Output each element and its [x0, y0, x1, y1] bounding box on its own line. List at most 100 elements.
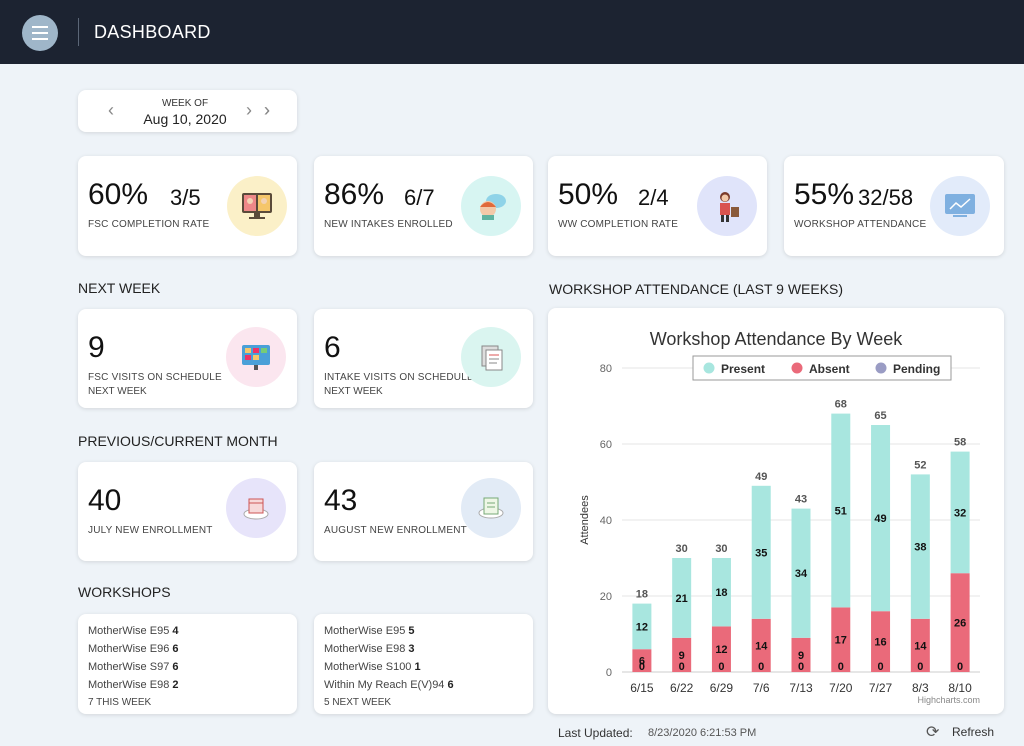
stat-label: NEW INTAKES ENROLLED — [324, 219, 453, 230]
stat-label: FSC COMPLETION RATE — [88, 219, 210, 230]
stat-value: 43 — [324, 484, 358, 517]
header-divider — [78, 18, 79, 46]
bar-total-label: 49 — [755, 471, 767, 483]
attendance-chart-card: Workshop Attendance By Week 0 20 40 60 80 Atte… — [548, 308, 1004, 714]
bar-present — [950, 451, 970, 574]
bar-label-absent: 14 — [755, 640, 768, 652]
presentation-screen-icon — [930, 176, 990, 236]
stat-label: AUGUST NEW ENROLLMENT — [324, 525, 467, 536]
bar-absent — [950, 573, 970, 672]
bar-label-present: 35 — [755, 547, 767, 559]
stat-card-july-enrollment: 40 JULY NEW ENROLLMENT — [78, 462, 297, 561]
x-tick-label: 8/10 — [948, 681, 972, 695]
last-updated-label: Last Updated: — [558, 726, 633, 740]
workshop-name: MotherWise E95 — [88, 625, 173, 637]
bar-label-pending: 0 — [917, 661, 923, 673]
bar-label-present: 34 — [795, 568, 808, 580]
workshop-item: MotherWise E96 6 — [88, 640, 179, 658]
bar-label-pending: 0 — [679, 661, 685, 673]
bar-label-absent: 17 — [835, 635, 847, 647]
bar-present — [791, 508, 811, 638]
refresh-button[interactable]: Refresh — [952, 725, 995, 739]
bar-label-pending: 0 — [838, 661, 844, 673]
section-title-next-week: NEXT WEEK — [78, 280, 161, 296]
bar-absent — [791, 637, 811, 672]
bar-label-absent: 26 — [954, 618, 966, 630]
bar-total-label: 52 — [914, 459, 926, 471]
workshop-item: MotherWise S97 6 — [88, 658, 179, 676]
stat-label: FSC VISITS ON SCHEDULE — [88, 372, 222, 383]
section-title-workshops: WORKSHOPS — [78, 584, 171, 600]
y-tick-label: 40 — [600, 515, 612, 527]
top-bar: DASHBOARD — [0, 0, 1024, 64]
chart-credit: Highcharts.com — [917, 695, 980, 705]
stat-card-new-intakes: 86% 6/7 NEW INTAKES ENROLLED — [314, 156, 533, 256]
bar-absent — [831, 607, 851, 672]
workshop-count: 5 — [408, 625, 415, 637]
workshop-item: MotherWise E98 3 — [324, 640, 454, 658]
bar-total-label: 68 — [835, 399, 847, 411]
workshop-count: 2 — [172, 679, 179, 691]
stat-card-intake-visits: 6 INTAKE VISITS ON SCHEDULE NEXT WEEK — [314, 309, 533, 408]
y-tick-label: 80 — [600, 363, 612, 375]
workshop-count: 4 — [172, 625, 179, 637]
x-tick-label: 6/22 — [670, 681, 694, 695]
document-cloud-icon — [461, 478, 521, 538]
workshop-name: MotherWise S97 — [88, 661, 173, 673]
stat-card-ww-completion: 50% 2/4 WW COMPLETION RATE — [548, 156, 767, 256]
y-tick-label: 60 — [600, 439, 612, 451]
bar-present — [871, 425, 891, 612]
stat-sublabel: NEXT WEEK — [324, 386, 383, 397]
workshop-name: MotherWise E96 — [88, 643, 173, 655]
week-date: Aug 10, 2020 — [143, 111, 227, 127]
week-label: WEEK OF — [161, 98, 209, 109]
bar-label-absent: 12 — [715, 644, 727, 656]
workshop-count: 6 — [172, 643, 179, 655]
workshop-item: MotherWise S100 1 — [324, 658, 454, 676]
workshop-item: Within My Reach E(V)94 6 — [324, 676, 454, 694]
refresh-icon[interactable]: ⟳ — [926, 724, 940, 741]
bar-total-label: 65 — [874, 410, 886, 422]
chevron-left-icon[interactable]: ‹ — [108, 100, 114, 120]
bar-label-present: 18 — [715, 587, 727, 599]
stat-label: INTAKE VISITS ON SCHEDULE — [324, 372, 474, 383]
bar-absent — [871, 611, 891, 672]
workshop-count: 6 — [172, 661, 179, 673]
workshop-item: MotherWise E95 5 — [324, 622, 454, 640]
workshop-name: Within My Reach E(V)94 — [324, 679, 448, 691]
x-tick-label: 7/6 — [753, 681, 770, 695]
x-tick-label: 8/3 — [912, 681, 929, 695]
bar-total-label: 30 — [676, 543, 688, 555]
workshops-next-week-list: MotherWise E95 5 MotherWise E98 3 MotherWi… — [324, 622, 454, 712]
workshop-footer: 7 THIS WEEK — [88, 697, 152, 708]
stat-value: 9 — [88, 331, 105, 364]
x-tick-label: 7/13 — [789, 681, 813, 695]
stat-percent: 86% — [324, 178, 385, 211]
bar-label-pending: 0 — [798, 661, 804, 673]
bar-present — [672, 558, 692, 638]
workshop-name: MotherWise E98 — [324, 643, 409, 655]
bar-absent — [910, 618, 930, 672]
hamburger-menu-button[interactable] — [22, 15, 58, 51]
bar-label-pending: 0 — [877, 661, 883, 673]
family-computer-icon — [227, 176, 287, 236]
workshop-count: 6 — [447, 679, 454, 691]
calendar-cloud-icon — [226, 478, 286, 538]
bar-label-present: 21 — [676, 593, 688, 605]
y-tick-label: 20 — [600, 591, 612, 603]
legend-label: Present — [721, 362, 765, 376]
stat-fraction: 32/58 — [858, 185, 914, 210]
bar-absent — [751, 618, 771, 672]
bar-label-present: 12 — [636, 621, 648, 633]
stat-value: 40 — [88, 484, 122, 517]
bar-label-present: 38 — [914, 542, 926, 554]
chevron-right-icon[interactable]: › — [246, 100, 252, 120]
bar-present — [632, 603, 652, 650]
stat-fraction: 3/5 — [170, 185, 201, 210]
bar-label-pending: 0 — [639, 661, 645, 673]
workshop-count: 1 — [414, 661, 421, 673]
bar-total-label: 30 — [715, 543, 727, 555]
stat-fraction: 2/4 — [638, 185, 669, 210]
legend-marker — [875, 362, 887, 374]
stat-label: WW COMPLETION RATE — [558, 219, 679, 230]
